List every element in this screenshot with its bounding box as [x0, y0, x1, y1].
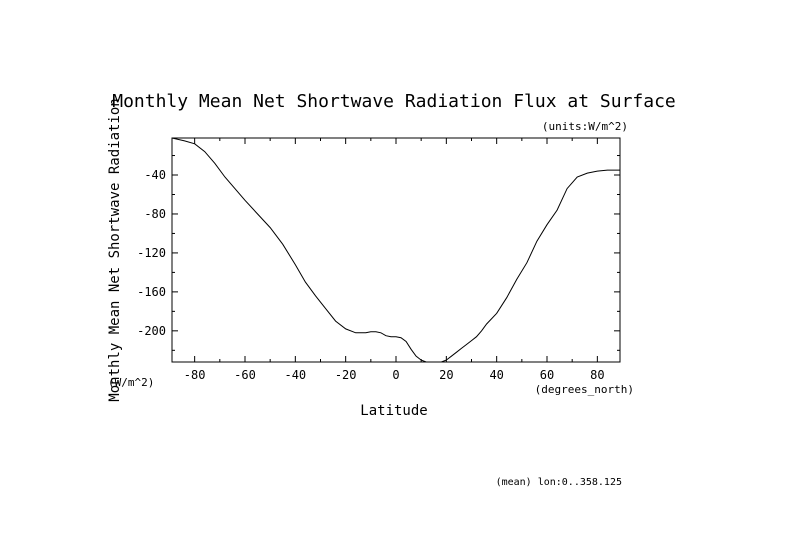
y-tick-label: -40: [144, 168, 166, 182]
x-tick-label: -20: [335, 368, 357, 382]
y-units-label: (W/m^2): [108, 376, 154, 389]
chart-title: Monthly Mean Net Shortwave Radiation Flu…: [112, 91, 676, 112]
y-tick-label: -200: [137, 324, 166, 338]
x-tick-label: 80: [590, 368, 604, 382]
x-tick-label: 60: [540, 368, 554, 382]
x-tick-label: -60: [234, 368, 256, 382]
x-tick-label: 20: [439, 368, 453, 382]
series-line: [171, 137, 620, 363]
footnote: (mean) lon:0..358.125: [496, 477, 622, 488]
y-tick-label: -120: [137, 246, 166, 260]
y-tick-label: -160: [137, 285, 166, 299]
x-axis-label: Latitude: [360, 403, 427, 419]
x-tick-label: -40: [284, 368, 306, 382]
plot-frame: [171, 137, 621, 363]
units-note: (units:W/m^2): [542, 120, 628, 133]
x-units-label: (degrees_north): [535, 383, 634, 396]
y-axis-label: Monthly Mean Net Shortwave Radiation: [107, 98, 123, 401]
x-tick-label: 40: [489, 368, 503, 382]
x-tick-label: -80: [184, 368, 206, 382]
y-tick-label: -80: [144, 207, 166, 221]
x-tick-label: 0: [392, 368, 399, 382]
